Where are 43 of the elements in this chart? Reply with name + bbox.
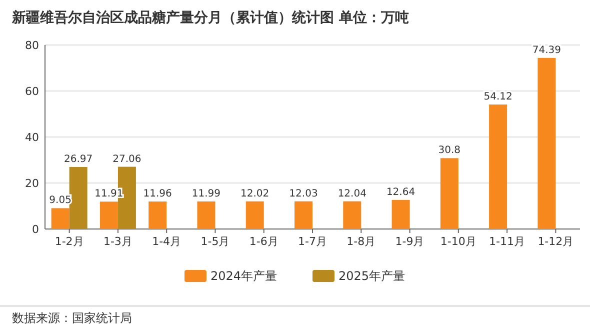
x-tick-label: 1-12月 xyxy=(538,235,574,248)
data-label: 54.12 xyxy=(484,92,512,103)
bar xyxy=(197,201,216,229)
x-tick-label: 1-4月 xyxy=(152,235,182,248)
bar xyxy=(51,208,70,229)
x-tick-label: 1-10月 xyxy=(440,235,476,248)
bar xyxy=(148,201,167,229)
data-label: 12.03 xyxy=(289,188,318,200)
bar xyxy=(69,166,88,229)
x-tick-label: 1-11月 xyxy=(489,235,526,248)
data-label: 30.8 xyxy=(438,145,461,156)
x-tick-label: 1-2月 xyxy=(54,235,84,248)
bar xyxy=(100,202,118,229)
y-tick-label: 0 xyxy=(32,223,39,236)
bar xyxy=(294,201,312,229)
source-note: 数据来源：国家统计局 xyxy=(12,311,132,325)
data-label: 11.99 xyxy=(192,188,221,200)
bar xyxy=(538,58,556,229)
bar xyxy=(489,104,508,229)
y-tick-label: 40 xyxy=(25,131,39,144)
bar xyxy=(246,201,264,229)
y-tick-label: 20 xyxy=(25,177,39,190)
x-tick-label: 1-5月 xyxy=(200,235,230,248)
data-label: 26.97 xyxy=(64,154,93,165)
chart-title: 新疆维吾尔自治区成品糖产量分月（累计值）统计图 单位：万吨 xyxy=(11,9,409,26)
x-tick-label: 1-3月 xyxy=(103,235,132,248)
bar xyxy=(343,201,362,229)
data-label: 12.04 xyxy=(338,188,366,200)
bar xyxy=(392,200,410,229)
x-tick-label: 1-6月 xyxy=(249,235,278,248)
legend-label: 2024年产量 xyxy=(210,269,278,283)
data-label: 11.96 xyxy=(143,188,172,200)
data-label: 12.64 xyxy=(386,186,416,198)
data-label: 12.02 xyxy=(240,188,270,200)
y-tick-label: 80 xyxy=(25,39,39,52)
data-label: 27.06 xyxy=(112,154,142,165)
y-tick-label: 60 xyxy=(25,85,39,98)
bar xyxy=(440,158,458,229)
x-tick-label: 1-8月 xyxy=(346,235,376,248)
x-tick-label: 1-7月 xyxy=(298,235,327,248)
x-tick-label: 1-9月 xyxy=(395,235,424,248)
data-label: 74.39 xyxy=(532,44,561,56)
legend-label: 2025年产量 xyxy=(338,269,406,283)
